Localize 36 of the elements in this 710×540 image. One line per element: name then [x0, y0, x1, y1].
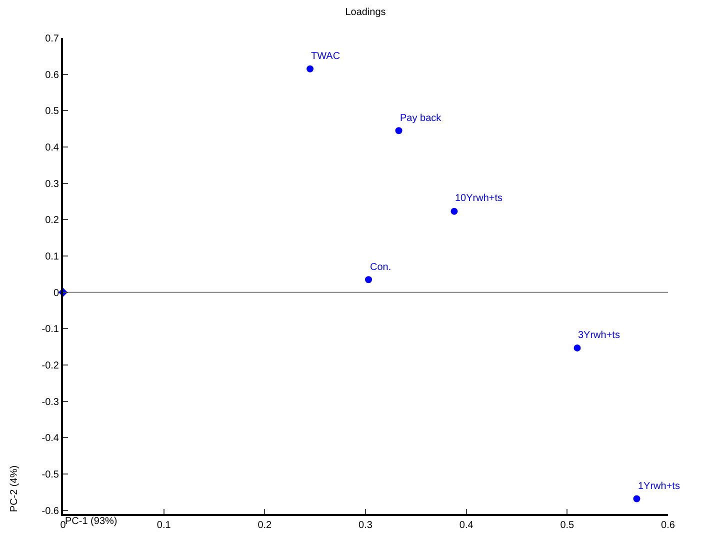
- y-tick-label: -0.1: [42, 324, 60, 336]
- point: [574, 344, 581, 352]
- annotation: 1Yrwh+ts: [638, 481, 680, 492]
- point: [365, 276, 372, 284]
- annotation: 3Yrwh+ts: [578, 330, 620, 341]
- annotation: Con.: [370, 262, 392, 273]
- y-tick-label: 0.6: [45, 70, 60, 81]
- chart-title: Loadings: [345, 7, 386, 18]
- point: [633, 495, 640, 502]
- point: [306, 65, 314, 72]
- x-axis-title: PC-1 (93%): [65, 516, 118, 527]
- annotation: Pay back: [400, 113, 442, 124]
- y-tick-label: -0.6: [42, 506, 60, 517]
- y-axis-title: PC-2 (4%): [9, 465, 20, 512]
- y-tick-label: -0.3: [42, 396, 60, 408]
- y-tick-label: 0.7: [45, 34, 60, 44]
- y-tick-label: 0.3: [45, 178, 60, 190]
- y-tick-label: -0.5: [42, 470, 60, 481]
- point: [450, 208, 458, 215]
- x-tick-label: 0.4: [459, 520, 474, 531]
- x-tick-label: 0.3: [358, 520, 373, 531]
- x-tick-label: 0.1: [156, 520, 172, 531]
- annotation: TWAC: [311, 51, 340, 62]
- x-tick-label: 0: [60, 520, 66, 531]
- y-tick-label: -0.2: [42, 360, 60, 372]
- x-tick-label: 0.5: [560, 520, 575, 531]
- x-tick-label: 0.6: [661, 520, 676, 531]
- annotation: 10Yrwh+ts: [455, 193, 503, 204]
- point: [395, 127, 402, 134]
- y-tick-label: 0.4: [45, 142, 60, 154]
- y-tick-label: -0.4: [42, 433, 60, 444]
- y-tick-label: 0.5: [45, 106, 60, 118]
- y-tick-label: 0.1: [45, 252, 60, 263]
- y-tick-label: 0: [53, 288, 60, 299]
- y-tick-label: 0.2: [45, 215, 60, 226]
- x-tick-label: 0.2: [258, 520, 272, 531]
